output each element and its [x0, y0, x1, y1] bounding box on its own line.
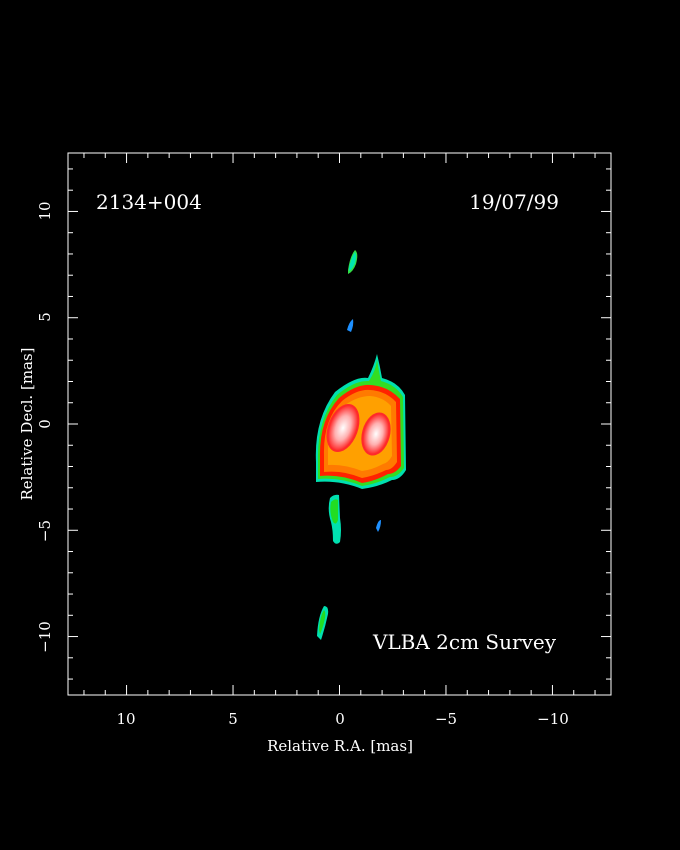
x-tick-labels: 10 5 0 −5 −10 — [116, 710, 568, 728]
south-knot-3-core — [319, 610, 326, 634]
y-tick-label: 10 — [36, 201, 54, 220]
source-name-label: 2134+004 — [96, 190, 202, 214]
north-knot-2 — [347, 319, 354, 332]
x-tick-label: 0 — [335, 710, 345, 728]
observation-date-label: 19/07/99 — [469, 190, 559, 214]
axis-ticks — [68, 153, 611, 695]
south-knot-1-core — [330, 499, 338, 524]
x-axis-label: Relative R.A. [mas] — [267, 737, 413, 755]
y-axis-label: Relative Decl. [mas] — [18, 347, 36, 500]
south-knot-2 — [376, 520, 381, 532]
y-tick-label: 5 — [36, 312, 54, 322]
x-tick-label: −10 — [537, 710, 569, 728]
core-peak — [328, 405, 358, 451]
survey-label: VLBA 2cm Survey — [372, 630, 557, 654]
y-tick-label: −5 — [36, 520, 54, 542]
y-tick-labels: 10 5 0 −5 −10 — [36, 201, 54, 652]
secondary-peak — [363, 414, 389, 454]
x-tick-label: 5 — [228, 710, 238, 728]
x-tick-label: −5 — [435, 710, 457, 728]
y-tick-label: −10 — [36, 621, 54, 653]
y-tick-label: 0 — [36, 419, 54, 429]
north-knot-1-edge — [349, 252, 356, 271]
x-tick-label: 10 — [116, 710, 135, 728]
brightness-map — [315, 250, 406, 640]
